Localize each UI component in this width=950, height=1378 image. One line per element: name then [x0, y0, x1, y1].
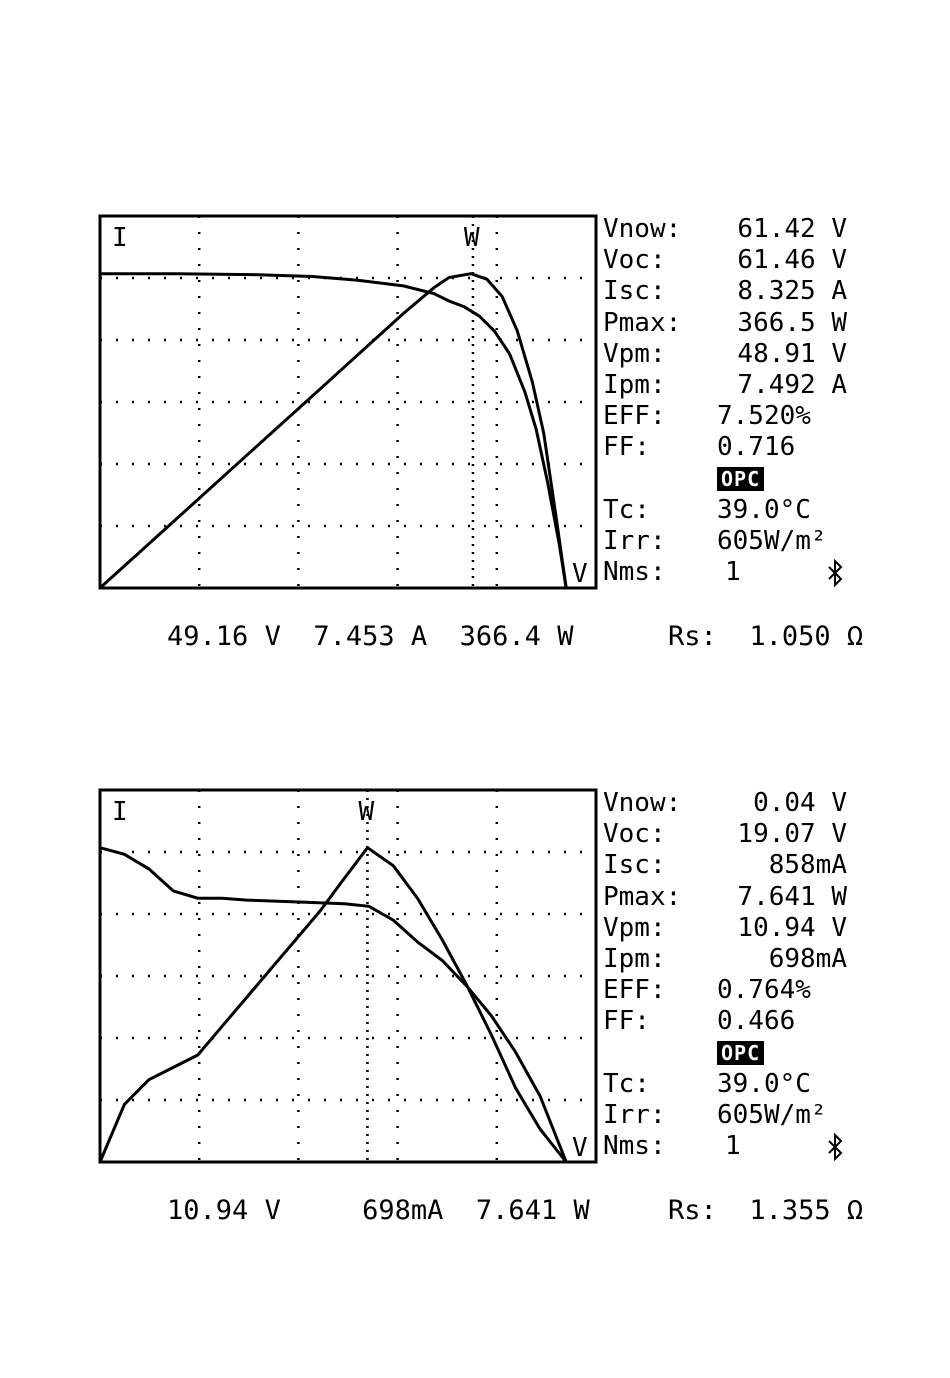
ipm-label: Ipm: — [603, 369, 666, 400]
ff-label: FF: — [603, 1006, 650, 1037]
isc-value: 858mA — [768, 850, 847, 881]
voc-label: Voc: — [603, 245, 666, 276]
iv-curve-chart-1: I W V — [98, 214, 598, 590]
series-i-line — [99, 272, 568, 589]
axis-marker-i: I — [112, 223, 128, 253]
cursor-current: 698mA — [362, 1195, 444, 1226]
nms-label: Nms: — [603, 1131, 666, 1162]
stats-list-2: Vnow: 0.04 V Voc: 19.07 V Isc: 858mA Pmax: 7… — [603, 788, 853, 1162]
rs-value: 1.050 Ω — [749, 621, 864, 652]
iv-panel-2: I W V Vnow: 0.04 V Voc: 19.07 V Isc: 858mA Pm… — [0, 784, 950, 1226]
opc-badge: OPC — [717, 466, 765, 491]
rs-label: Rs: — [668, 621, 717, 652]
axis-marker-w: W — [358, 797, 374, 827]
eff-label: EFF: — [603, 975, 666, 1006]
isc-value: 8.325 A — [737, 276, 847, 307]
isc-label: Isc: — [603, 276, 666, 307]
cursor-readout-2: 10.94 V 698mA 7.641 W — [102, 1166, 590, 1256]
series-i-line — [99, 846, 568, 1163]
series-w-line — [98, 272, 568, 590]
iv-plot-1: I W V — [98, 214, 598, 590]
ff-value: 0.466 — [717, 1006, 796, 1037]
cursor-readout-1: 49.16 V 7.453 A 366.4 W — [102, 592, 573, 682]
iv-panel-1: I W V Vnow: 61.42 V Voc: 61.46 V Isc: 8.325 A… — [0, 210, 950, 652]
cursor-power: 7.641 W — [475, 1195, 590, 1226]
vpm-label: Vpm: — [603, 912, 666, 943]
ff-value: 0.716 — [717, 432, 796, 463]
tc-value: 39.0°C — [717, 1068, 811, 1099]
vnow-label: Vnow: — [603, 788, 682, 818]
rs-value: 1.355 Ω — [749, 1195, 864, 1226]
stats-list-1: Vnow: 61.42 V Voc: 61.46 V Isc: 8.325 A Pma… — [603, 214, 853, 588]
cursor-current: 7.453 A — [313, 621, 428, 652]
axis-marker-i: I — [112, 797, 128, 827]
rs-row-1: Rs: 1.050 Ω — [603, 592, 863, 682]
nms-value: 1 — [725, 1131, 741, 1162]
vnow-value: 0.04 V — [753, 788, 847, 818]
vpm-value: 48.91 V — [737, 338, 847, 369]
irr-value: 605W/m² — [717, 1099, 827, 1130]
rs-label: Rs: — [668, 1195, 717, 1226]
pmax-label: Pmax: — [603, 307, 682, 338]
pmax-label: Pmax: — [603, 881, 682, 912]
rs-row-2: Rs: 1.355 Ω — [603, 1166, 863, 1256]
cursor-voltage: 10.94 V — [167, 1195, 281, 1226]
ipm-value: 7.492 A — [737, 369, 847, 400]
ipm-label: Ipm: — [603, 943, 666, 974]
series-w-line — [98, 845, 568, 1163]
voc-label: Voc: — [603, 819, 666, 850]
eff-label: EFF: — [603, 401, 666, 432]
irr-value: 605W/m² — [717, 525, 827, 556]
iv-curve-chart-2: I W V — [98, 788, 598, 1164]
ipm-value: 698mA — [768, 943, 847, 974]
irr-label: Irr: — [603, 1099, 666, 1130]
voc-value: 19.07 V — [737, 819, 847, 850]
eff-value: 0.764% — [717, 975, 811, 1006]
bluetooth-icon — [828, 1132, 843, 1162]
plot-frame — [98, 214, 598, 590]
nms-value: 1 — [725, 557, 741, 588]
axis-marker-v: V — [572, 1133, 588, 1163]
vpm-value: 10.94 V — [737, 912, 847, 943]
plot-frame — [98, 788, 598, 1164]
bluetooth-icon — [828, 558, 843, 588]
cursor-power: 366.4 W — [459, 621, 574, 652]
tc-label: Tc: — [603, 1068, 650, 1099]
vnow-value: 61.42 V — [737, 214, 847, 244]
opc-badge: OPC — [717, 1040, 765, 1065]
pmax-value: 366.5 W — [737, 307, 847, 338]
vpm-label: Vpm: — [603, 338, 666, 369]
axis-marker-v: V — [572, 559, 588, 589]
iv-plot-2: I W V — [98, 788, 598, 1164]
tc-value: 39.0°C — [717, 494, 811, 525]
voc-value: 61.46 V — [737, 245, 847, 276]
axis-marker-w: W — [464, 223, 480, 253]
pmax-value: 7.641 W — [737, 881, 847, 912]
vnow-label: Vnow: — [603, 214, 682, 244]
irr-label: Irr: — [603, 525, 666, 556]
nms-label: Nms: — [603, 557, 666, 588]
isc-label: Isc: — [603, 850, 666, 881]
eff-value: 7.520% — [717, 401, 811, 432]
ff-label: FF: — [603, 432, 650, 463]
cursor-voltage: 49.16 V — [167, 621, 281, 652]
tc-label: Tc: — [603, 494, 650, 525]
